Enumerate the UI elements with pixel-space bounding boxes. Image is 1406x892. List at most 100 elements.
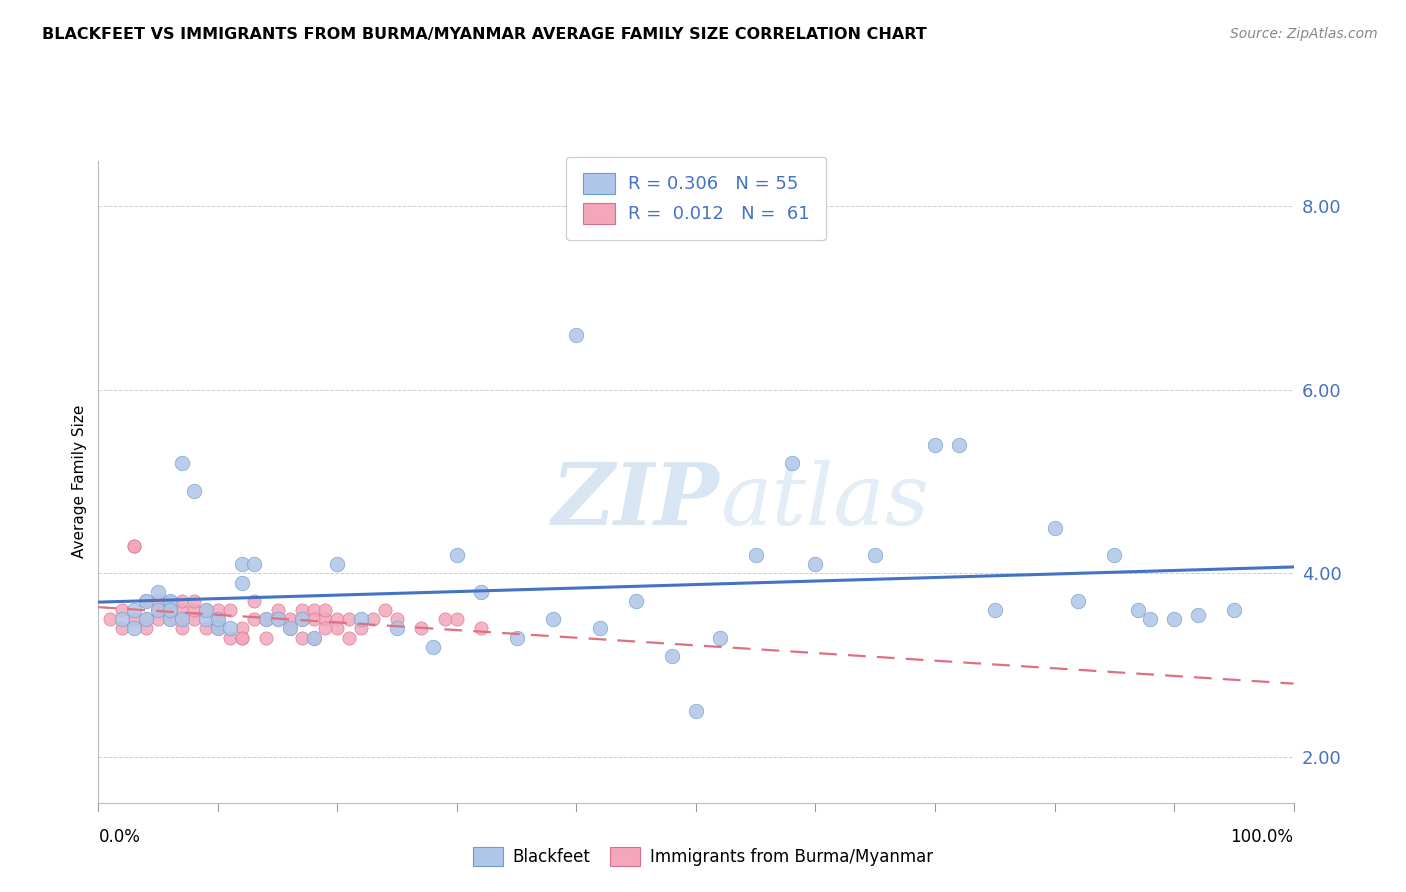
Point <box>135 594 157 608</box>
Point <box>254 631 277 645</box>
Point <box>315 603 337 617</box>
Point <box>1067 594 1090 608</box>
Point <box>231 558 253 572</box>
Point <box>219 622 242 636</box>
Point <box>278 622 301 636</box>
Point <box>685 704 707 718</box>
Point <box>172 603 194 617</box>
Point <box>207 612 229 626</box>
Point <box>924 438 946 452</box>
Point <box>231 575 253 590</box>
Point <box>470 622 492 636</box>
Text: atlas: atlas <box>720 459 929 542</box>
Point <box>326 612 349 626</box>
Text: Source: ZipAtlas.com: Source: ZipAtlas.com <box>1230 27 1378 41</box>
Point <box>172 612 194 626</box>
Point <box>159 603 181 617</box>
Point <box>948 438 970 452</box>
Point <box>278 612 301 626</box>
Point <box>1043 520 1066 534</box>
Point <box>661 648 683 663</box>
Point <box>1139 612 1161 626</box>
Point <box>135 622 157 636</box>
Point <box>148 603 170 617</box>
Point <box>326 558 349 572</box>
Point <box>194 612 218 626</box>
Point <box>302 603 325 617</box>
Point <box>159 612 181 626</box>
Point <box>411 622 433 636</box>
Point <box>159 594 181 608</box>
Point <box>111 603 134 617</box>
Point <box>194 622 218 636</box>
Point <box>148 584 170 599</box>
Point <box>231 622 253 636</box>
Point <box>565 327 588 342</box>
Point <box>315 622 337 636</box>
Point <box>207 603 229 617</box>
Point <box>385 622 409 636</box>
Point <box>98 612 122 626</box>
Point <box>433 612 456 626</box>
Point <box>207 612 229 626</box>
Point <box>1128 603 1150 617</box>
Point <box>124 539 146 553</box>
Point <box>709 631 731 645</box>
Point <box>339 612 360 626</box>
Point <box>339 631 360 645</box>
Point <box>172 594 194 608</box>
Point <box>291 631 314 645</box>
Point <box>326 622 349 636</box>
Point <box>183 483 205 498</box>
Point <box>172 456 194 470</box>
Point <box>302 631 325 645</box>
Point <box>589 622 612 636</box>
Text: ZIP: ZIP <box>553 459 720 542</box>
Point <box>626 594 648 608</box>
Point <box>124 622 146 636</box>
Point <box>804 558 827 572</box>
Point <box>350 622 373 636</box>
Point <box>506 631 529 645</box>
Point <box>159 594 181 608</box>
Point <box>385 612 409 626</box>
Point <box>745 548 768 562</box>
Point <box>183 612 205 626</box>
Text: 0.0%: 0.0% <box>98 829 141 847</box>
Point <box>278 622 301 636</box>
Point <box>111 612 134 626</box>
Legend: R = 0.306   N = 55, R =  0.012   N =  61: R = 0.306 N = 55, R = 0.012 N = 61 <box>567 157 825 240</box>
Point <box>470 584 492 599</box>
Legend: Blackfeet, Immigrants from Burma/Myanmar: Blackfeet, Immigrants from Burma/Myanmar <box>464 838 942 875</box>
Point <box>183 603 205 617</box>
Point <box>159 603 181 617</box>
Point <box>207 622 229 636</box>
Point <box>135 594 157 608</box>
Point <box>350 612 373 626</box>
Point <box>243 612 266 626</box>
Point <box>243 558 266 572</box>
Text: 100.0%: 100.0% <box>1230 829 1294 847</box>
Point <box>148 594 170 608</box>
Point <box>254 612 277 626</box>
Point <box>219 603 242 617</box>
Point <box>267 612 290 626</box>
Point <box>243 594 266 608</box>
Point <box>863 548 887 562</box>
Point <box>1187 607 1209 622</box>
Point <box>291 612 314 626</box>
Y-axis label: Average Family Size: Average Family Size <box>72 405 87 558</box>
Point <box>984 603 1007 617</box>
Point <box>541 612 564 626</box>
Point <box>194 603 218 617</box>
Point <box>159 612 181 626</box>
Point <box>363 612 385 626</box>
Point <box>302 631 325 645</box>
Point <box>780 456 803 470</box>
Point <box>148 612 170 626</box>
Point <box>124 612 146 626</box>
Text: BLACKFEET VS IMMIGRANTS FROM BURMA/MYANMAR AVERAGE FAMILY SIZE CORRELATION CHART: BLACKFEET VS IMMIGRANTS FROM BURMA/MYANM… <box>42 27 927 42</box>
Point <box>422 640 444 654</box>
Point <box>207 622 229 636</box>
Point <box>1222 603 1246 617</box>
